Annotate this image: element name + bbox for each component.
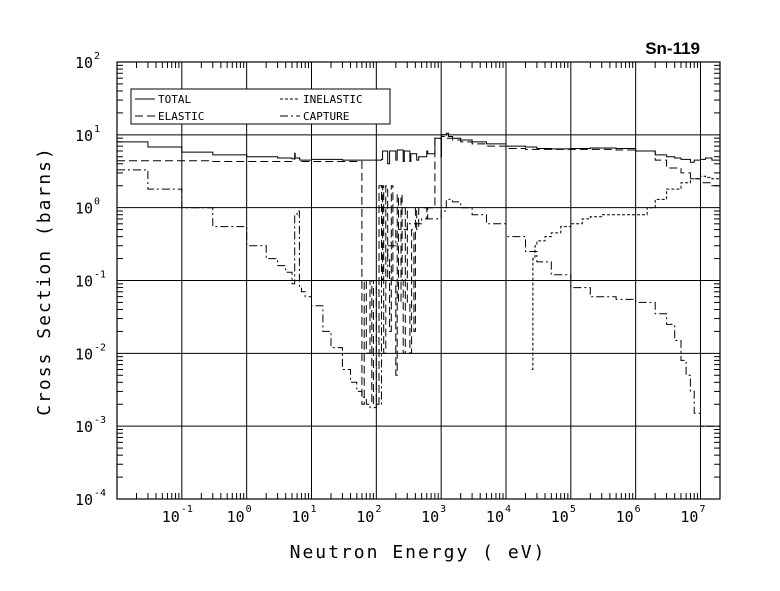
y-tick-exponent: 1 <box>94 124 100 135</box>
x-tick-base: 10 <box>227 508 245 526</box>
y-tick-base: 10 <box>75 127 93 145</box>
legend-label-elastic: ELASTIC <box>158 110 204 123</box>
y-tick-exponent: -3 <box>94 415 106 426</box>
x-tick-base: 10 <box>421 508 439 526</box>
y-tick-label: 10 -3 <box>75 415 106 436</box>
x-tick-label: 10 4 <box>486 504 511 526</box>
x-tick-base: 10 <box>486 508 504 526</box>
x-tick-base: 10 <box>291 508 309 526</box>
y-tick-base: 10 <box>75 491 93 509</box>
y-tick-label: 10 0 <box>75 197 100 218</box>
x-tick-label: 10 -1 <box>162 504 193 526</box>
x-tick-base: 10 <box>162 508 180 526</box>
x-tick-exponent: 1 <box>310 504 316 515</box>
y-tick-exponent: -4 <box>94 488 106 499</box>
x-tick-base: 10 <box>551 508 569 526</box>
x-tick-label: 10 0 <box>227 504 252 526</box>
series-group <box>117 132 721 427</box>
x-tick-exponent: 0 <box>246 504 252 515</box>
x-tick-exponent: 3 <box>440 504 446 515</box>
y-tick-base: 10 <box>75 273 93 291</box>
x-tick-exponent: -1 <box>181 504 193 515</box>
chart-title: Sn-119 <box>645 39 700 58</box>
x-tick-base: 10 <box>356 508 374 526</box>
series-line-elastic <box>117 136 721 405</box>
plot-frame <box>116 61 721 500</box>
x-tick-labels: 10 -1 10 0 10 1 10 2 10 3 10 4 10 5 10 6 10 7 <box>162 504 706 526</box>
x-tick-base: 10 <box>616 508 634 526</box>
legend-label-inelastic: INELASTIC <box>303 93 363 106</box>
y-tick-exponent: 2 <box>94 51 100 62</box>
y-tick-label: 10 2 <box>75 51 100 72</box>
x-tick-base: 10 <box>680 508 698 526</box>
legend: TOTAL ELASTIC INELASTIC CAPTURE <box>130 88 391 125</box>
legend-label-capture: CAPTURE <box>303 110 349 123</box>
legend-box <box>130 88 391 125</box>
y-tick-label: 10 -1 <box>75 270 106 291</box>
y-tick-exponent: -2 <box>94 342 106 353</box>
y-tick-exponent: -1 <box>94 270 106 281</box>
x-tick-exponent: 7 <box>699 504 705 515</box>
y-tick-label: 10 -4 <box>75 488 106 509</box>
y-tick-base: 10 <box>75 54 93 72</box>
legend-label-total: TOTAL <box>158 93 191 106</box>
y-tick-label: 10 1 <box>75 124 100 145</box>
x-tick-label: 10 2 <box>356 504 381 526</box>
x-tick-exponent: 5 <box>570 504 576 515</box>
x-tick-label: 10 3 <box>421 504 446 526</box>
x-tick-label: 10 1 <box>291 504 316 526</box>
y-tick-base: 10 <box>75 418 93 436</box>
x-axis-label: Neutron Energy ( eV) <box>290 542 547 563</box>
y-tick-exponent: 0 <box>94 197 100 208</box>
x-tick-label: 10 5 <box>551 504 576 526</box>
x-tick-label: 10 6 <box>616 504 641 526</box>
y-tick-base: 10 <box>75 345 93 363</box>
x-tick-label: 10 7 <box>680 504 705 526</box>
y-tick-base: 10 <box>75 200 93 218</box>
y-tick-label: 10 -2 <box>75 342 106 363</box>
series-line-inelastic <box>531 175 721 370</box>
y-axis-label: Cross Section (barns) <box>34 146 55 416</box>
x-tick-exponent: 2 <box>375 504 381 515</box>
x-tick-exponent: 6 <box>635 504 641 515</box>
x-tick-exponent: 4 <box>505 504 511 515</box>
series-line-capture <box>117 169 721 427</box>
